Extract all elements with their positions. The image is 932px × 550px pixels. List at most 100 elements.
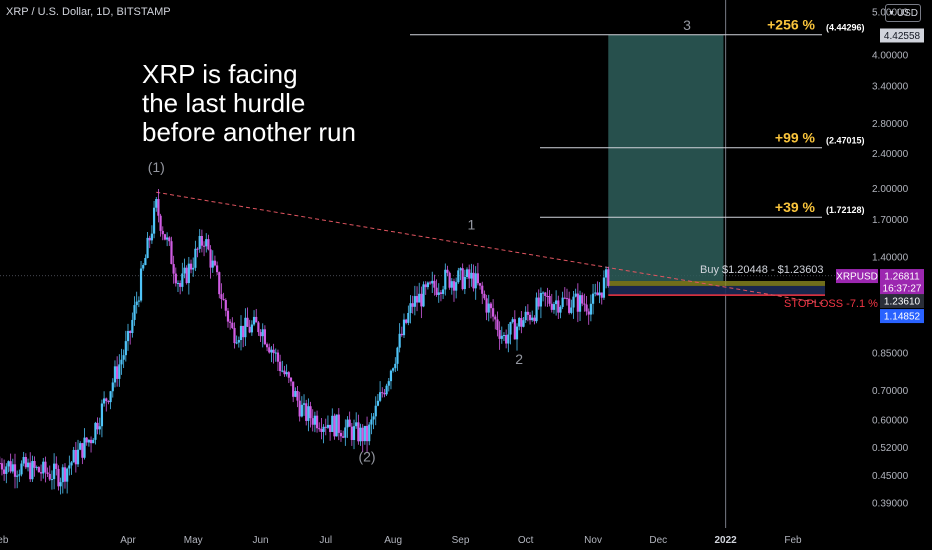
candle-body: [233, 327, 236, 344]
x-tick-label: Oct: [518, 535, 534, 546]
candle-body: [63, 467, 67, 482]
candle-body: [605, 269, 608, 278]
candle-body: [598, 292, 601, 296]
candle-body: [455, 282, 458, 291]
candle-body: [200, 235, 203, 246]
candle-body: [385, 385, 388, 395]
candle-body: [505, 335, 508, 344]
candle-body: [187, 263, 190, 284]
currency-selector[interactable]: ▼ USD: [885, 4, 921, 22]
candle-body: [9, 461, 12, 472]
candle-body: [468, 269, 471, 279]
candle-body: [594, 292, 597, 294]
candle-body: [572, 296, 575, 308]
target-percent-label: +256 %: [767, 17, 815, 33]
candle-body: [292, 381, 295, 397]
candle-body: [74, 449, 77, 465]
candle-body: [235, 342, 238, 344]
candle-body: [461, 268, 464, 290]
candle-body: [574, 293, 577, 297]
candle-body: [122, 355, 125, 360]
price-label-box: [836, 269, 878, 284]
candle-body: [513, 319, 516, 340]
candle-body: [465, 269, 469, 278]
candle-body: [161, 230, 164, 235]
candle-body: [318, 428, 321, 430]
chart-annotation: XRP is facing the last hurdle before ano…: [142, 60, 356, 147]
candle-body: [348, 419, 351, 427]
candle-body: [424, 284, 427, 288]
candle-body: [370, 419, 373, 425]
candle-body: [129, 331, 132, 334]
candle-body: [111, 382, 114, 392]
candle-body: [570, 307, 573, 313]
candle-body: [252, 316, 256, 325]
price-label-text: 1.23610: [884, 297, 921, 308]
wave-label: (1): [148, 159, 165, 175]
candle-body: [381, 392, 384, 394]
candle-body: [361, 427, 364, 442]
price-label-box: [880, 281, 924, 296]
candle-body: [218, 272, 221, 295]
candle-body: [498, 330, 501, 339]
candle-body: [48, 473, 51, 480]
x-tick-label: Aug: [384, 535, 402, 546]
symbol-title: XRP / U.S. Dollar, 1D, BITSTAMP: [6, 6, 171, 18]
candle-body: [170, 241, 173, 265]
y-tick-label: 5.00000: [872, 8, 909, 19]
candle-body: [163, 234, 167, 240]
candle-body: [342, 436, 345, 438]
candle-body: [189, 263, 193, 270]
y-tick-label: 0.60000: [872, 416, 909, 427]
candle-body: [587, 311, 590, 315]
target-value-label: (1.72128): [826, 205, 865, 215]
candle-body: [198, 235, 201, 249]
target-percent-label: +99 %: [775, 130, 816, 146]
candle-body: [476, 273, 479, 284]
x-tick-label: Jul: [319, 535, 332, 546]
candle-body: [315, 415, 319, 429]
candle-body: [244, 317, 247, 338]
resistance-trendline: [156, 191, 824, 304]
candle-body: [57, 468, 60, 487]
headline-line-1: XRP is facing: [142, 59, 298, 89]
y-tick-label: 1.70000: [872, 215, 909, 226]
candle-body: [81, 443, 84, 458]
price-label-box: [880, 294, 924, 309]
candle-body: [124, 341, 127, 356]
candle-body: [457, 270, 460, 283]
target-projection-box: [608, 34, 724, 281]
candle-body: [346, 419, 349, 428]
candle-body: [485, 298, 488, 313]
candle-body: [350, 426, 353, 441]
candle-body: [113, 366, 117, 383]
candle-body: [322, 426, 325, 432]
y-tick-label: 0.85000: [872, 349, 909, 360]
candle-body: [305, 403, 308, 421]
candle-body: [335, 414, 338, 437]
candle-body: [46, 472, 49, 474]
candle-body: [107, 401, 110, 403]
candle-body: [402, 319, 406, 336]
candle-body: [85, 437, 88, 443]
candle-body: [3, 469, 6, 474]
candle-body: [120, 359, 123, 365]
candle-body: [496, 319, 499, 331]
candle-body: [418, 293, 421, 303]
y-tick-label: 2.00000: [872, 184, 909, 195]
candle-body: [102, 398, 106, 404]
candle-body: [324, 426, 327, 428]
currency-label: USD: [896, 7, 919, 19]
candle-body: [478, 283, 482, 286]
candle-body: [329, 424, 332, 432]
candle-body: [274, 352, 277, 354]
candle-body: [94, 422, 97, 440]
candle-body: [79, 443, 82, 450]
headline-line-3: before another run: [142, 117, 356, 147]
candle-body: [339, 432, 343, 437]
candle-body: [116, 366, 119, 379]
candle-body: [331, 415, 334, 432]
candle-body: [242, 325, 245, 338]
candle-body: [185, 267, 188, 284]
